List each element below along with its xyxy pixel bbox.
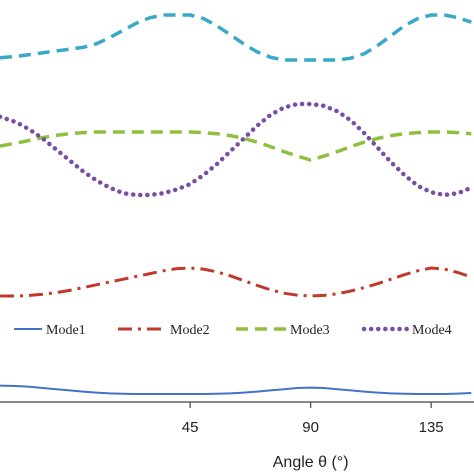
legend-mode4-label: Mode4 <box>412 323 452 338</box>
x-tick-label-90: 90 <box>302 419 319 436</box>
series-line-mode4 <box>0 101 474 198</box>
series-line-unlabeled <box>0 13 472 62</box>
series-lines <box>0 13 474 395</box>
legend-mode1-label: Mode1 <box>46 323 86 338</box>
x-axis-title: Angle θ (°) <box>273 454 349 471</box>
legend: Mode1 Mode2 Mode3 Mode4 <box>14 323 452 338</box>
series-line-mode3 <box>0 130 472 162</box>
x-tick-label-135: 135 <box>419 419 444 436</box>
x-axis-ticks <box>189 402 432 408</box>
series-line-mode1 <box>0 384 472 395</box>
x-tick-label-45: 45 <box>182 419 199 436</box>
series-line-mode2 <box>0 266 472 298</box>
legend-mode2-label: Mode2 <box>170 323 210 338</box>
legend-mode3-label: Mode3 <box>290 323 330 338</box>
